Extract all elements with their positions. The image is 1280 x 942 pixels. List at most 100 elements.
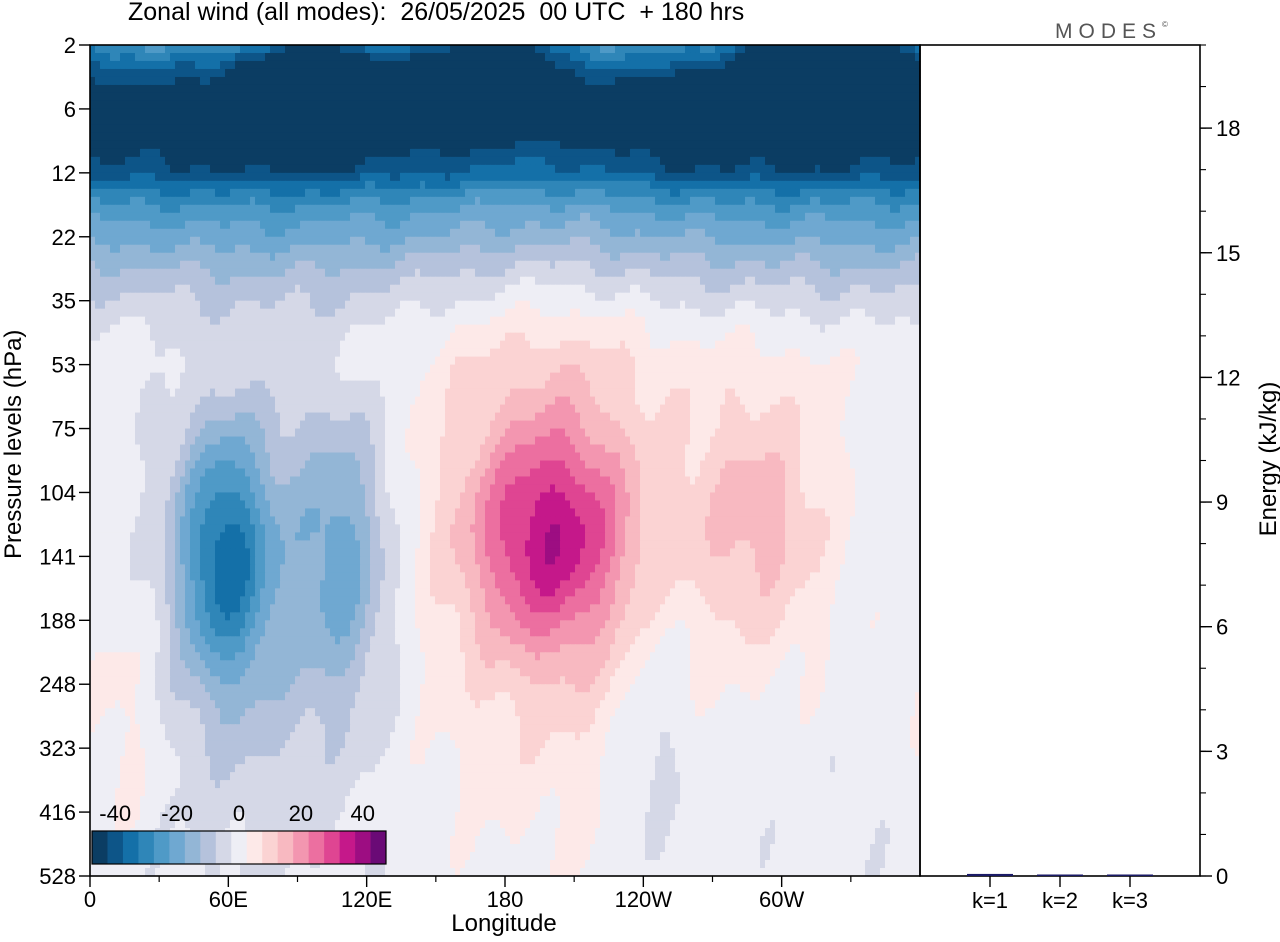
heatmap-cell [205, 76, 211, 86]
heatmap-cell [295, 148, 301, 158]
heatmap-cell [595, 196, 601, 206]
heatmap-cell [740, 196, 746, 206]
heatmap-cell [290, 68, 296, 78]
heatmap-cell [780, 276, 786, 286]
heatmap-cell [730, 116, 736, 126]
heatmap-cell [250, 76, 256, 86]
heatmap-cell [530, 156, 536, 166]
heatmap-cell [585, 108, 591, 118]
heatmap-cell [565, 188, 571, 198]
heatmap-cell [670, 252, 676, 262]
heatmap-cell [290, 116, 296, 126]
heatmap-cell [560, 228, 566, 238]
heatmap-cell [655, 276, 661, 286]
heatmap-cell [350, 156, 356, 166]
heatmap-cell [120, 236, 126, 246]
heatmap-cell [730, 124, 736, 134]
heatmap-cell [95, 45, 101, 54]
heatmap-cell [540, 260, 546, 270]
heatmap-cell [315, 108, 321, 118]
heatmap-cell [530, 84, 536, 94]
heatmap-cell [555, 124, 561, 134]
heatmap-cell [480, 116, 486, 126]
heatmap-cell [110, 204, 116, 214]
heatmap-cell [560, 124, 566, 134]
heatmap-cell [840, 148, 846, 158]
heatmap-cell [790, 84, 796, 94]
heatmap-cell [310, 45, 316, 54]
heatmap-cell [620, 124, 626, 134]
heatmap-cell [320, 204, 326, 214]
heatmap-cell [480, 204, 486, 214]
heatmap-cell [600, 236, 606, 246]
heatmap-cell [680, 100, 686, 110]
heatmap-cell [370, 268, 376, 278]
heatmap-cell [745, 196, 751, 206]
heatmap-cell [175, 60, 181, 70]
heatmap-cell [625, 148, 631, 158]
heatmap-cell [650, 164, 656, 174]
heatmap-cell [370, 228, 376, 238]
heatmap-cell [500, 164, 506, 174]
heatmap-cell [575, 268, 581, 278]
heatmap-cell [780, 100, 786, 110]
heatmap-cell [260, 204, 266, 214]
heatmap-cell [840, 180, 846, 190]
heatmap-cell [325, 252, 331, 262]
heatmap-cell [295, 68, 301, 78]
heatmap-cell [670, 164, 676, 174]
heatmap-cell [655, 260, 661, 270]
heatmap-cell [865, 220, 871, 230]
heatmap-cell [540, 172, 546, 182]
heatmap-cell [815, 140, 821, 150]
heatmap-cell [415, 45, 421, 54]
heatmap-cell [420, 52, 426, 62]
heatmap-cell [430, 244, 436, 254]
heatmap-cell [200, 52, 206, 62]
heatmap-cell [265, 116, 271, 126]
heatmap-cell [495, 180, 501, 190]
heatmap-cell [560, 84, 566, 94]
heatmap-cell [115, 45, 121, 54]
heatmap-cell [360, 45, 366, 54]
heatmap-cell [110, 236, 116, 246]
heatmap-cell [165, 252, 171, 262]
heatmap-cell [425, 132, 431, 142]
heatmap-cell [885, 140, 891, 150]
heatmap-cell [145, 284, 151, 294]
heatmap-cell [565, 124, 571, 134]
heatmap-cell [690, 260, 696, 270]
heatmap-cell [735, 45, 741, 54]
heatmap-cell [125, 45, 131, 54]
heatmap-cell [315, 180, 321, 190]
heatmap-cell [135, 100, 141, 110]
heatmap-cell [625, 45, 631, 54]
heatmap-cell [180, 68, 186, 78]
heatmap-cell [900, 180, 906, 190]
heatmap-cell [910, 172, 916, 182]
heatmap-cell [670, 140, 676, 150]
heatmap-cell [700, 116, 706, 126]
heatmap-cell [580, 140, 586, 150]
heatmap-cell [685, 84, 691, 94]
heatmap-cell [170, 236, 176, 246]
heatmap-cell [810, 276, 816, 286]
heatmap-cell [310, 60, 316, 70]
heatmap-cell [505, 212, 511, 222]
heatmap-cell [610, 220, 616, 230]
heatmap-cell [775, 100, 781, 110]
heatmap-cell [735, 260, 741, 270]
heatmap-cell [750, 45, 756, 54]
heatmap-cell [725, 156, 731, 166]
heatmap-cell [555, 188, 561, 198]
heatmap-cell [555, 108, 561, 118]
heatmap-cell [770, 236, 776, 246]
heatmap-cell [555, 132, 561, 142]
heatmap-cell [735, 236, 741, 246]
heatmap-cell [410, 52, 416, 62]
heatmap-cell [645, 188, 651, 198]
heatmap-cell [545, 148, 551, 158]
heatmap-cell [245, 188, 251, 198]
heatmap-cell [635, 268, 641, 278]
heatmap-cell [685, 156, 691, 166]
